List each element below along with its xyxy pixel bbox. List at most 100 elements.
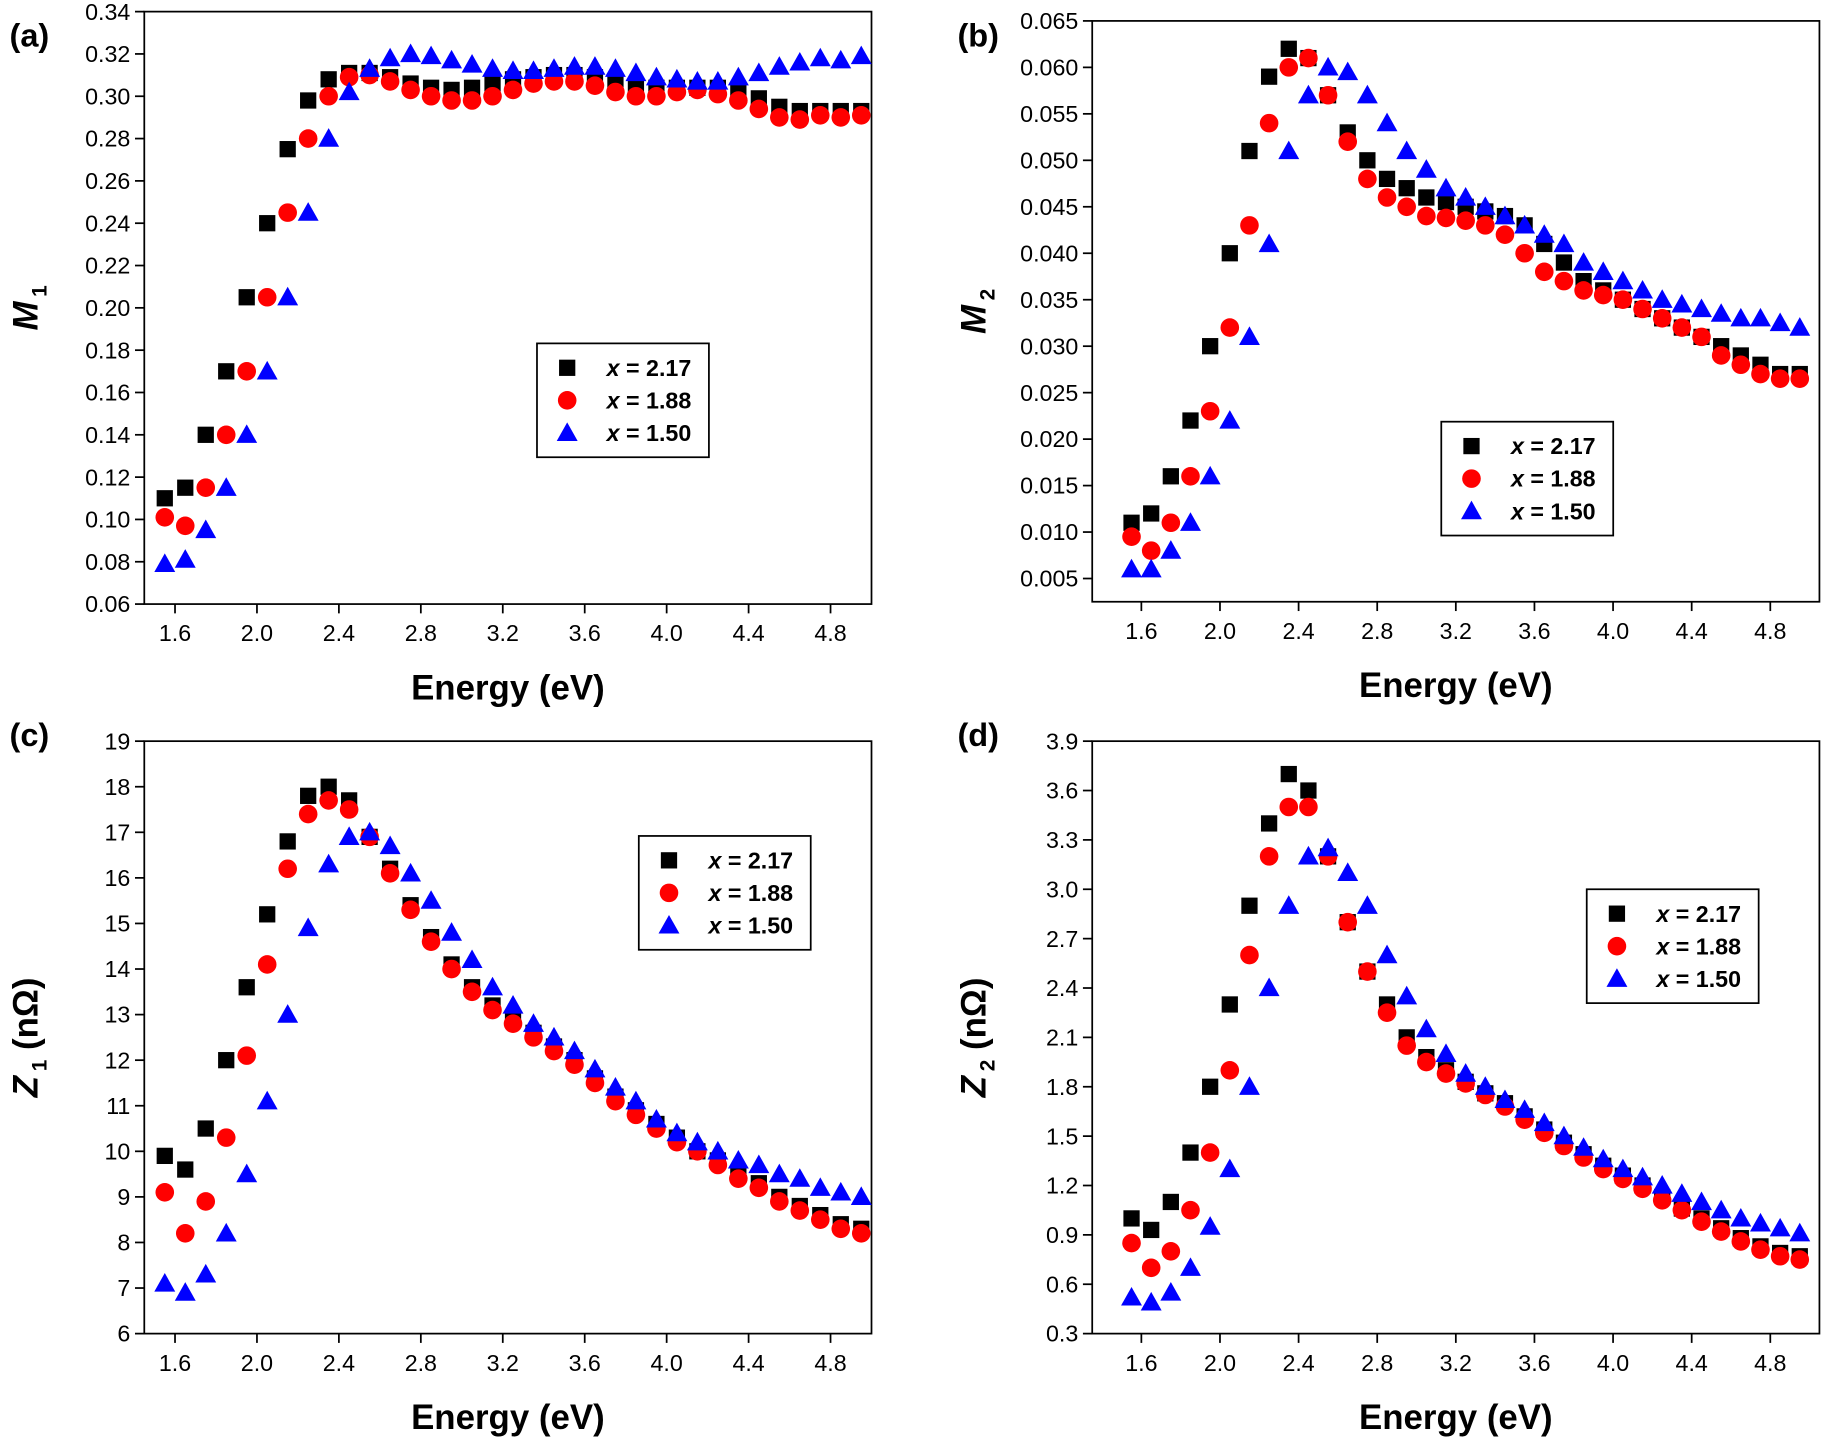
marker-circle <box>380 864 400 883</box>
marker-triangle <box>1691 1191 1712 1211</box>
marker-circle <box>1240 216 1259 235</box>
marker-triangle <box>359 821 381 841</box>
panel: 1.6 2.0 2.4 2.8 3.2 3.6 4.0 4.4 4.8 0.3 0.6 0.9 1.2 1… <box>954 717 1821 1437</box>
marker-triangle <box>1278 140 1300 160</box>
marker-circle <box>1417 1052 1436 1072</box>
marker-triangle <box>1573 1137 1595 1156</box>
marker-triangle <box>1553 233 1575 253</box>
marker-triangle <box>1239 326 1260 346</box>
marker-triangle <box>236 1163 258 1183</box>
marker-circle <box>1181 466 1200 486</box>
marker-circle <box>1259 847 1279 866</box>
marker-triangle <box>441 922 463 941</box>
marker-triangle <box>236 424 258 443</box>
panel-label: (a) <box>10 17 50 53</box>
y-tick-label: 0.035 <box>1020 287 1078 313</box>
marker-circle <box>831 1219 851 1239</box>
marker-triangle <box>1121 1286 1142 1306</box>
marker-triangle <box>1376 944 1398 964</box>
marker-square <box>218 363 235 380</box>
marker-triangle <box>789 51 811 71</box>
marker-circle <box>401 900 420 920</box>
marker-circle <box>770 108 789 127</box>
y-tick-label: 0.060 <box>1020 55 1078 81</box>
marker-circle <box>155 508 175 527</box>
marker-square <box>1123 514 1140 531</box>
marker-triangle <box>195 519 217 539</box>
marker-circle <box>1358 962 1377 981</box>
marker-square <box>197 426 214 443</box>
marker-triangle <box>1730 307 1752 327</box>
y-tick-label: 9 <box>117 1184 130 1210</box>
marker-circle <box>1279 797 1299 817</box>
marker-triangle <box>1435 1043 1457 1062</box>
marker-triangle <box>256 1090 278 1110</box>
marker-circle <box>1338 132 1358 152</box>
marker-circle <box>1652 309 1672 328</box>
marker-triangle <box>1632 279 1654 299</box>
x-tick-label: 4.0 <box>651 1350 683 1376</box>
y-axis-title: Z 2 (nΩ) <box>954 978 999 1099</box>
legend-label: x = 1.50 <box>1654 966 1741 992</box>
marker-triangle <box>1317 56 1339 76</box>
marker-circle <box>1200 401 1220 421</box>
marker-circle <box>319 791 338 810</box>
y-tick-label: 0.34 <box>85 0 130 25</box>
y-tick-label: 0.28 <box>85 126 130 152</box>
y-tick-label: 6 <box>117 1321 130 1347</box>
marker-circle <box>1436 208 1456 228</box>
marker-circle <box>544 1041 564 1061</box>
marker-square <box>1398 180 1415 197</box>
plot-frame <box>1091 20 1821 603</box>
marker-circle <box>524 1028 543 1047</box>
y-axis-title-main: M <box>6 301 45 331</box>
y-axis-title: M1 <box>6 285 51 331</box>
marker-circle <box>1279 58 1299 77</box>
marker-triangle <box>154 1273 176 1292</box>
marker-circle <box>237 362 257 381</box>
marker-triangle <box>1553 1125 1575 1145</box>
marker-triangle <box>338 826 360 845</box>
marker-circle <box>1751 1240 1770 1259</box>
marker-circle <box>1200 1143 1220 1162</box>
panel: 1.6 2.0 2.4 2.8 3.2 3.6 4.0 4.4 4.8 0.005 0.010 0.0… <box>954 8 1821 705</box>
marker-circle <box>1436 1064 1456 1083</box>
marker-square <box>463 79 481 96</box>
marker-square <box>484 75 501 92</box>
marker-triangle <box>625 62 647 82</box>
marker-triangle <box>1219 410 1241 429</box>
marker-triangle <box>523 60 544 79</box>
marker-circle <box>196 1192 216 1211</box>
y-tick-label: 16 <box>105 865 131 891</box>
legend-label: x = 2.17 <box>1654 901 1741 927</box>
marker-circle <box>257 955 277 974</box>
marker-triangle <box>1376 112 1398 132</box>
legend-label: x = 2.17 <box>1509 433 1596 459</box>
x-tick-label: 2.8 <box>1361 1350 1393 1376</box>
marker-circle <box>1161 513 1181 533</box>
marker-circle <box>1417 206 1436 226</box>
marker-triangle <box>850 45 872 65</box>
marker-triangle <box>1258 977 1280 997</box>
marker-circle <box>442 959 461 979</box>
marker-triangle <box>215 1222 237 1242</box>
marker-circle <box>851 106 871 125</box>
marker-triangle <box>1750 307 1771 327</box>
x-tick-label: 2.8 <box>405 1350 437 1376</box>
x-tick-label: 3.2 <box>1440 1350 1472 1376</box>
marker-circle <box>1397 1036 1416 1055</box>
marker-triangle <box>556 422 578 441</box>
marker-triangle <box>1396 140 1418 160</box>
marker-square <box>1241 897 1258 914</box>
x-tick-label: 2.0 <box>1204 618 1236 644</box>
marker-triangle <box>1474 1076 1496 1095</box>
marker-square <box>300 787 317 804</box>
marker-square <box>559 359 576 376</box>
marker-triangle <box>543 1026 565 1046</box>
marker-circle <box>1607 936 1627 956</box>
marker-square <box>259 906 276 923</box>
x-tick-label: 4.8 <box>814 620 846 646</box>
marker-square <box>1378 170 1396 188</box>
legend-label: x = 1.88 <box>706 880 793 906</box>
marker-square <box>1123 1210 1140 1227</box>
